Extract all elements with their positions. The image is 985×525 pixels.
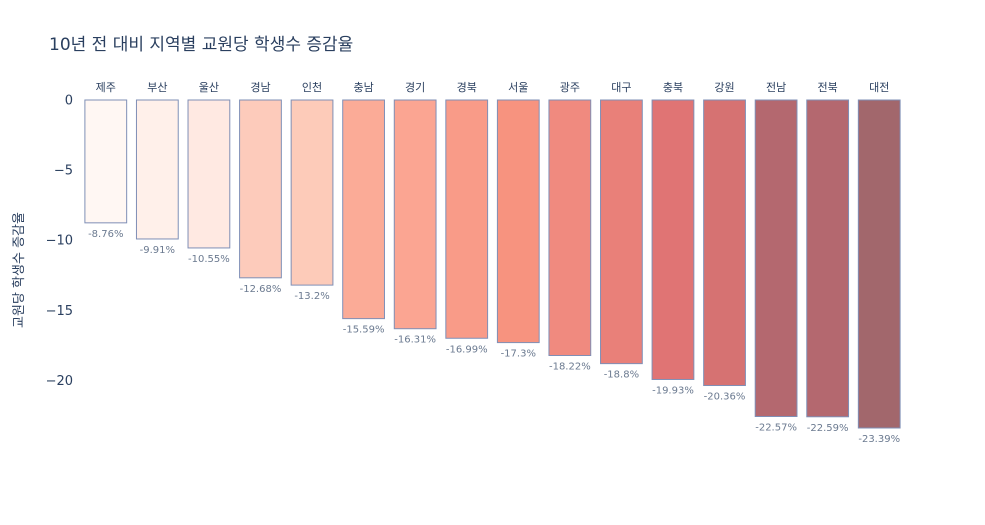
chart-title: 10년 전 대비 지역별 교원당 학생수 증감율 bbox=[49, 35, 353, 55]
bar bbox=[703, 99, 746, 387]
y-tick-label: −10 bbox=[46, 234, 73, 249]
x-tick-label: 경북 bbox=[457, 81, 477, 94]
bar bbox=[806, 99, 850, 418]
y-tick-label: −5 bbox=[54, 164, 73, 179]
bar bbox=[290, 99, 334, 286]
x-tick-label: 전남 bbox=[766, 81, 786, 94]
bar bbox=[135, 99, 179, 240]
data-label: -12.68% bbox=[240, 284, 282, 295]
y-axis-ticks: 0 −5 −10 −15 −20 bbox=[46, 94, 73, 389]
bar bbox=[496, 99, 540, 344]
y-tick-label: 0 bbox=[65, 94, 73, 109]
bar bbox=[393, 99, 437, 330]
bar bbox=[84, 99, 128, 224]
y-tick-label: −15 bbox=[46, 304, 73, 319]
bar bbox=[754, 99, 798, 418]
data-label: -20.36% bbox=[704, 392, 746, 403]
data-label: -19.93% bbox=[652, 385, 694, 396]
data-label: -23.39% bbox=[858, 434, 900, 445]
data-label: -10.55% bbox=[188, 254, 230, 265]
x-tick-label: 서울 bbox=[508, 81, 528, 94]
x-tick-label: 전북 bbox=[818, 81, 838, 94]
data-label: -18.8% bbox=[604, 370, 639, 381]
bar bbox=[600, 99, 643, 365]
x-tick-label: 강원 bbox=[714, 81, 734, 94]
x-tick-label: 경남 bbox=[250, 81, 270, 94]
bar bbox=[548, 99, 592, 357]
x-tick-label: 울산 bbox=[199, 81, 219, 94]
bar bbox=[445, 99, 489, 339]
data-label: -16.31% bbox=[394, 335, 436, 346]
y-axis-label: 교원당 학생수 증감율 bbox=[12, 212, 27, 328]
y-tick-label: −20 bbox=[46, 374, 73, 389]
x-tick-label: 충북 bbox=[663, 81, 683, 94]
bar bbox=[187, 99, 231, 249]
data-label: -22.59% bbox=[807, 423, 849, 434]
x-tick-label: 부산 bbox=[147, 81, 167, 94]
x-tick-label: 대전 bbox=[869, 81, 889, 94]
x-tick-label: 대구 bbox=[611, 81, 631, 94]
data-label: -13.2% bbox=[294, 291, 329, 302]
x-axis-ticks: 제주 부산 울산 경남 인천 충남 경기 경북 서울 광주 대구 충북 강원 전남 전북 대전 bbox=[96, 80, 890, 94]
data-label: -22.57% bbox=[755, 423, 797, 434]
bars bbox=[84, 99, 901, 429]
bar bbox=[651, 99, 695, 380]
x-tick-label: 제주 bbox=[96, 81, 116, 94]
data-label: -17.3% bbox=[501, 349, 536, 360]
bar bbox=[239, 99, 282, 279]
data-label: -18.22% bbox=[549, 362, 591, 373]
bar bbox=[857, 99, 901, 429]
bar bbox=[342, 99, 385, 320]
x-tick-label: 경기 bbox=[405, 81, 425, 94]
data-labels: -8.76%-9.91%-10.55%-12.68%-13.2%-15.59%-… bbox=[88, 229, 900, 445]
x-tick-label: 충남 bbox=[353, 81, 373, 94]
data-label: -16.99% bbox=[446, 344, 488, 355]
data-label: -15.59% bbox=[343, 325, 385, 336]
data-label: -9.91% bbox=[140, 245, 175, 256]
x-tick-label: 광주 bbox=[560, 81, 580, 94]
x-tick-label: 인천 bbox=[302, 80, 322, 94]
data-label: -8.76% bbox=[88, 229, 123, 240]
